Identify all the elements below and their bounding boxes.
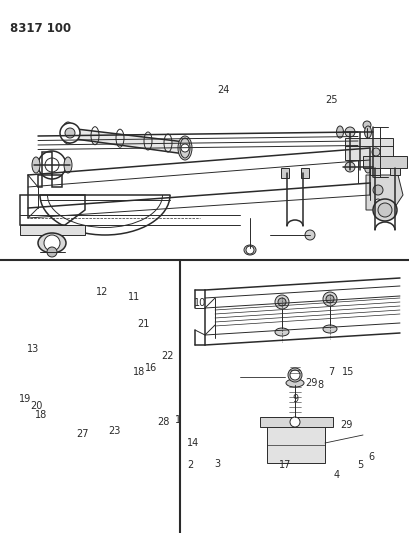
Text: 29: 29 [339, 421, 352, 430]
Ellipse shape [38, 233, 66, 253]
Circle shape [374, 199, 380, 205]
Ellipse shape [377, 203, 391, 217]
Text: 24: 24 [217, 85, 229, 94]
Circle shape [245, 246, 254, 254]
Ellipse shape [32, 157, 40, 173]
Ellipse shape [62, 122, 74, 144]
Text: 9: 9 [292, 394, 297, 403]
Text: 15: 15 [342, 367, 354, 377]
Text: 27: 27 [76, 430, 89, 439]
Text: 21: 21 [137, 319, 149, 329]
Text: 19: 19 [18, 394, 31, 403]
Polygon shape [68, 128, 184, 154]
Polygon shape [266, 425, 324, 463]
Text: 1: 1 [175, 415, 181, 425]
Ellipse shape [287, 368, 301, 382]
Ellipse shape [372, 199, 396, 221]
Bar [300, 168, 308, 178]
Text: 13: 13 [27, 344, 39, 354]
Ellipse shape [178, 136, 191, 160]
Polygon shape [365, 175, 402, 210]
Text: 7: 7 [327, 367, 334, 377]
Ellipse shape [304, 230, 314, 240]
Text: 6: 6 [367, 453, 373, 462]
Ellipse shape [364, 126, 371, 138]
Circle shape [60, 123, 80, 143]
Text: 17: 17 [278, 460, 290, 470]
Text: 2: 2 [187, 460, 193, 470]
Ellipse shape [64, 157, 72, 173]
Ellipse shape [180, 138, 189, 158]
Circle shape [362, 121, 370, 129]
Text: 20: 20 [30, 401, 42, 411]
Circle shape [277, 298, 285, 306]
Text: 14: 14 [186, 439, 198, 448]
Circle shape [371, 148, 379, 156]
Circle shape [289, 417, 299, 427]
Text: 10: 10 [193, 298, 206, 308]
Ellipse shape [274, 328, 288, 336]
Circle shape [344, 127, 354, 137]
Ellipse shape [243, 245, 255, 255]
Circle shape [38, 151, 66, 179]
Polygon shape [20, 225, 85, 235]
Bar [369, 163, 379, 175]
Text: 12: 12 [96, 287, 108, 297]
Circle shape [180, 144, 189, 152]
Text: 4: 4 [333, 471, 338, 480]
Text: 29: 29 [305, 378, 317, 387]
Circle shape [325, 295, 333, 303]
Text: 18: 18 [35, 410, 47, 419]
Bar [389, 163, 399, 175]
Bar [280, 168, 288, 178]
Circle shape [372, 185, 382, 195]
Text: 18: 18 [132, 367, 144, 377]
Bar [344, 138, 392, 160]
Text: 22: 22 [161, 351, 173, 361]
Circle shape [322, 292, 336, 306]
Text: 11: 11 [128, 293, 140, 302]
Circle shape [45, 158, 59, 172]
Circle shape [344, 162, 354, 172]
Ellipse shape [285, 379, 303, 387]
Bar [362, 156, 406, 168]
Ellipse shape [336, 126, 343, 138]
Text: 8317 100: 8317 100 [10, 22, 71, 35]
Text: 25: 25 [324, 95, 337, 105]
Circle shape [47, 247, 57, 257]
Polygon shape [259, 417, 332, 427]
Ellipse shape [322, 325, 336, 333]
Circle shape [44, 235, 60, 251]
Text: 8: 8 [317, 380, 323, 390]
Text: 5: 5 [357, 460, 363, 470]
Circle shape [274, 295, 288, 309]
Ellipse shape [364, 161, 371, 173]
Text: 16: 16 [144, 363, 157, 373]
Text: 28: 28 [157, 417, 169, 427]
Text: 23: 23 [108, 426, 120, 435]
Circle shape [289, 370, 299, 380]
Circle shape [65, 128, 75, 138]
Text: 3: 3 [214, 459, 220, 469]
